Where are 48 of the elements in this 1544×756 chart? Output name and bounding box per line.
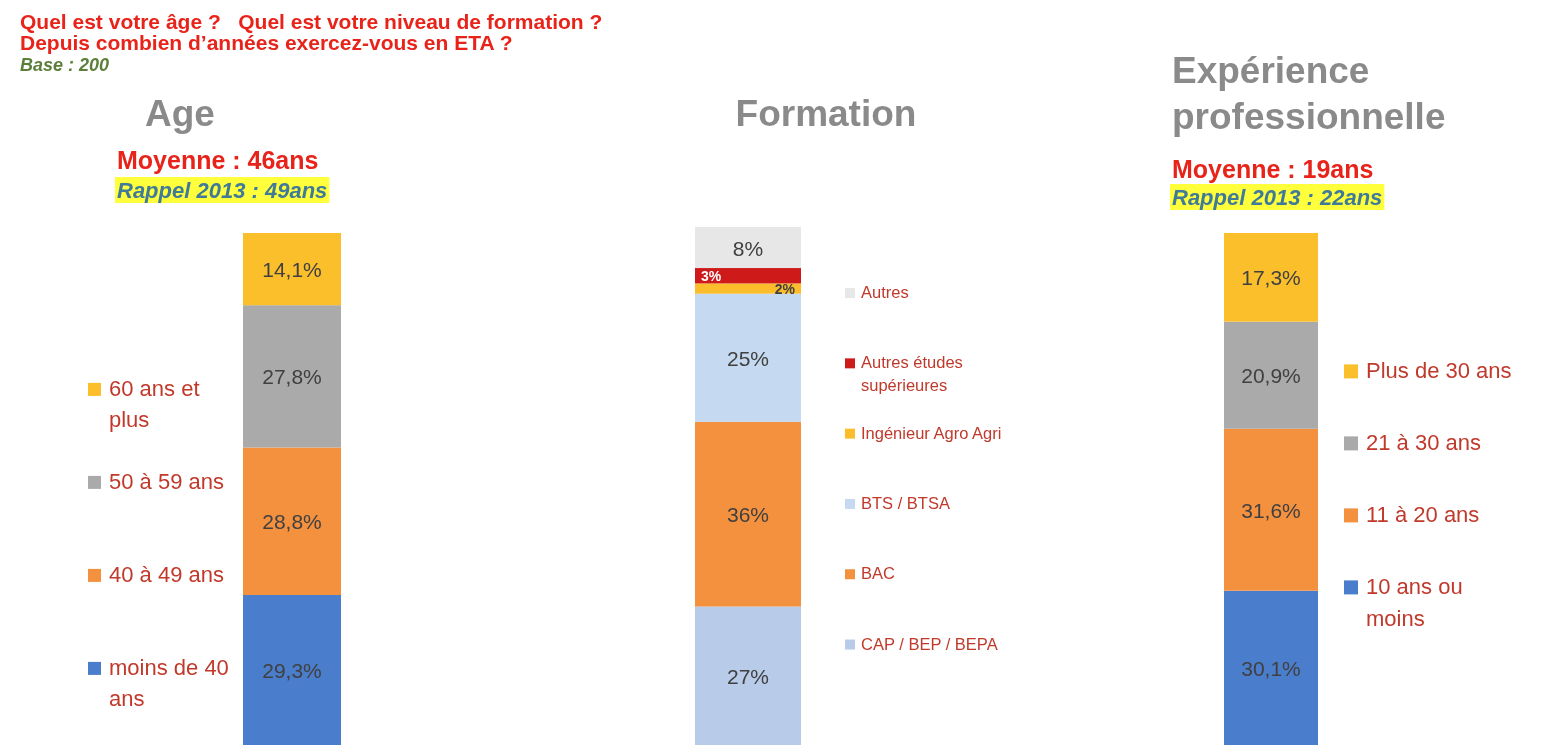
- data-label: 27,8%: [262, 364, 322, 388]
- legend-label: BAC: [861, 564, 896, 583]
- data-label: 17,3%: [1241, 265, 1301, 289]
- text: Moyenne : 46ans: [117, 146, 319, 174]
- legend-label: CAP / BEP / BEPA: [861, 634, 998, 653]
- data-label: 30,1%: [1241, 656, 1301, 680]
- chart-title: Age: [145, 93, 215, 134]
- bar: [243, 305, 341, 448]
- bar: [695, 606, 801, 745]
- legend-label: 60 ans et plus: [109, 376, 200, 432]
- legend-label: Autres études supérieures: [861, 353, 963, 395]
- bar: [1224, 590, 1318, 745]
- data-label: 29,3%: [262, 658, 322, 682]
- bar: [695, 227, 801, 269]
- data-label: 2%: [774, 280, 796, 297]
- chart-title: Formation: [735, 93, 917, 134]
- legend-label: Plus de 30 ans: [1366, 358, 1512, 383]
- bar: [1224, 428, 1318, 591]
- chart-title: Expérience professionnelle: [1172, 50, 1446, 137]
- data-label: 31,6%: [1241, 498, 1301, 522]
- data-label: 36%: [726, 502, 770, 526]
- legend-label: moins de 40 ans: [109, 655, 229, 711]
- bar: [243, 594, 341, 745]
- data-label: 8%: [732, 236, 764, 260]
- bar: [243, 233, 341, 306]
- bar: [695, 421, 801, 607]
- bar: [1224, 233, 1318, 322]
- bar: [695, 283, 801, 294]
- data-label: 14,1%: [262, 257, 322, 281]
- legend-label: 21 à 30 ans: [1366, 430, 1481, 455]
- text: Quel est votre âge ? Quel est votre niveau de formation ? Depuis combien d’années exercez-vous en ETA ?: [20, 10, 603, 54]
- data-label: 25%: [726, 346, 770, 370]
- legend-label: Ingénieur Agro Agri: [861, 423, 1002, 442]
- data-label: 28,8%: [262, 509, 322, 533]
- legend-label: Autres: [861, 283, 909, 301]
- legend-label: BTS / BTSA: [861, 493, 950, 512]
- data-label: 27%: [726, 664, 770, 688]
- bar: [243, 447, 341, 595]
- legend-label: 10 ans ou moins: [1366, 574, 1463, 631]
- data-label: 3%: [701, 267, 722, 284]
- data-label: 20,9%: [1241, 363, 1301, 387]
- bar: [695, 293, 801, 422]
- bar: [1224, 321, 1318, 429]
- text: Moyenne : 19ans: [1172, 155, 1374, 183]
- text: Base : 200: [20, 55, 110, 75]
- legend-label: 11 à 20 ans: [1366, 502, 1480, 527]
- legend-label: 40 à 49 ans: [109, 562, 224, 587]
- legend-label: 50 à 59 ans: [109, 469, 224, 494]
